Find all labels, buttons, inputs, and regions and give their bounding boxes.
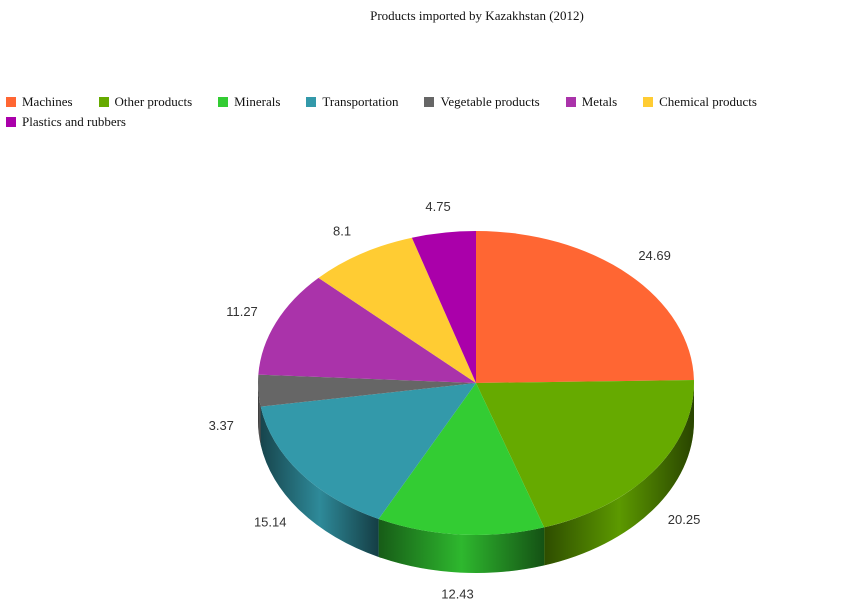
legend-swatch — [424, 97, 435, 107]
pie-slice-vegetable-products[interactable] — [257, 374, 476, 407]
pie-slice-metals[interactable] — [258, 277, 476, 383]
legend-swatch — [218, 97, 229, 107]
legend-item-machines[interactable]: Machines — [6, 94, 73, 110]
pie-slice-machines[interactable] — [476, 231, 694, 383]
legend-label: Plastics and rubbers — [22, 114, 126, 129]
legend-label: Other products — [114, 94, 193, 109]
pie-slice-other-products[interactable] — [476, 380, 695, 528]
data-label-metals: 11.27 — [226, 304, 258, 319]
pie-side-shade — [378, 518, 545, 573]
pie-slice-transportation[interactable] — [260, 383, 476, 519]
legend-item-plastics-and-rubbers[interactable]: Plastics and rubbers — [6, 114, 126, 130]
legend-item-transportation[interactable]: Transportation — [306, 94, 398, 110]
pie-side-shade — [258, 383, 261, 445]
legend: Machines Other products Minerals Transporta… — [6, 94, 854, 130]
pie-side-shade — [544, 383, 694, 566]
data-label-plastics-and-rubbers: 4.75 — [425, 199, 450, 214]
data-label-chemical-products: 8.1 — [333, 224, 351, 239]
data-label-minerals: 12.43 — [441, 587, 474, 602]
legend-item-minerals[interactable]: Minerals — [218, 94, 280, 110]
pie-sides — [258, 383, 694, 573]
pie-slices — [257, 231, 695, 535]
legend-item-chemical-products[interactable]: Chemical products — [643, 94, 757, 110]
legend-item-metals[interactable]: Metals — [565, 94, 618, 110]
legend-label: Chemical products — [659, 94, 757, 109]
legend-label: Machines — [22, 94, 73, 109]
legend-label: Vegetable products — [440, 94, 540, 109]
pie-labels: 24.69 20.25 12.43 15.14 3.37 11.27 8.1 4.75 — [209, 199, 701, 601]
data-label-vegetable-products: 3.37 — [209, 418, 234, 433]
legend-swatch — [643, 97, 654, 107]
legend-swatch — [6, 97, 16, 107]
legend-swatch — [98, 97, 109, 107]
pie-slice-minerals[interactable] — [378, 383, 545, 535]
data-label-transportation: 15.14 — [254, 514, 287, 529]
data-label-machines: 24.69 — [638, 248, 671, 263]
pie-slice-chemical-products[interactable] — [318, 237, 477, 383]
data-label-other-products: 20.25 — [668, 512, 701, 527]
legend-item-vegetable-products[interactable]: Vegetable products — [424, 94, 540, 110]
legend-label: Transportation — [322, 94, 399, 109]
pie-side-shade — [260, 406, 379, 557]
legend-swatch — [306, 97, 317, 107]
legend-swatch — [565, 97, 576, 107]
legend-item-other-products[interactable]: Other products — [98, 94, 193, 110]
legend-label: Metals — [581, 94, 618, 109]
legend-label: Minerals — [234, 94, 281, 109]
chart-title: Products imported by Kazakhstan (2012) — [370, 8, 584, 23]
legend-swatch — [6, 117, 16, 127]
pie-slice-plastics-and-rubbers[interactable] — [411, 231, 476, 383]
